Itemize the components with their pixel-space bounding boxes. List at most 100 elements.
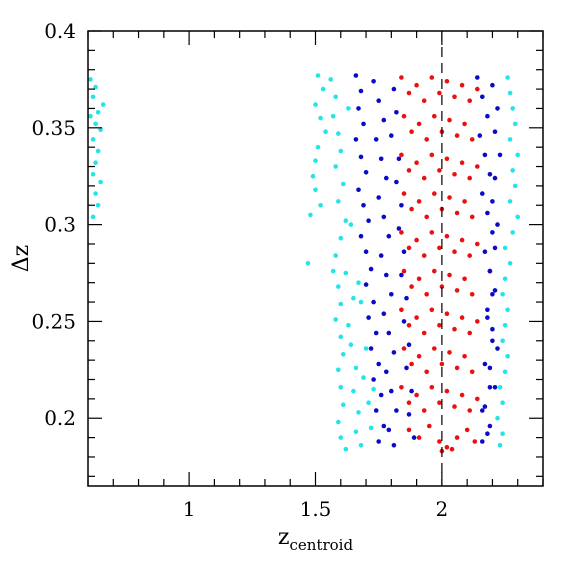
data-point-series-2: [452, 326, 457, 332]
data-point-series-0: [95, 148, 101, 154]
data-point-series-0: [318, 115, 323, 121]
y-tick-label: 0.25: [31, 309, 76, 333]
data-point-series-0: [90, 137, 96, 142]
data-point-series-1: [386, 233, 392, 239]
data-point-series-1: [373, 408, 379, 413]
data-point-series-1: [492, 385, 498, 390]
data-point-series-2: [459, 82, 465, 88]
data-point-series-2: [444, 445, 450, 450]
data-point-series-1: [477, 133, 483, 138]
data-point-series-0: [313, 158, 318, 163]
data-point-series-2: [437, 400, 442, 406]
data-point-series-2: [444, 233, 450, 239]
y-axis-label: Δz: [9, 245, 34, 272]
data-point-series-0: [515, 152, 520, 158]
data-point-series-2: [424, 292, 430, 297]
data-point-series-0: [330, 113, 336, 119]
data-point-series-2: [447, 117, 452, 123]
data-point-series-1: [356, 187, 361, 193]
data-point-series-1: [490, 199, 495, 204]
data-point-series-0: [341, 181, 346, 187]
data-point-series-1: [404, 295, 409, 301]
data-point-series-0: [336, 131, 341, 136]
data-point-series-1: [361, 121, 366, 127]
data-point-series-2: [409, 206, 414, 212]
data-point-series-0: [93, 84, 98, 90]
data-point-series-0: [90, 94, 96, 100]
data-point-series-0: [338, 235, 344, 241]
data-point-series-1: [371, 299, 376, 305]
data-point-series-0: [507, 261, 513, 266]
data-point-series-2: [406, 427, 412, 433]
data-point-series-1: [363, 249, 369, 254]
data-point-series-2: [399, 75, 404, 80]
data-point-series-0: [502, 323, 508, 328]
data-point-series-1: [487, 423, 493, 429]
data-point-series-2: [467, 175, 473, 181]
data-point-series-1: [485, 315, 490, 320]
data-point-series-0: [351, 388, 356, 394]
data-point-series-1: [482, 152, 488, 158]
data-point-series-2: [459, 160, 465, 165]
data-point-series-2: [416, 354, 422, 359]
data-point-series-1: [363, 282, 369, 287]
data-point-series-1: [353, 137, 359, 142]
data-point-series-1: [487, 385, 493, 390]
data-point-series-2: [414, 237, 419, 243]
data-point-series-1: [368, 266, 374, 272]
data-point-series-2: [399, 307, 404, 313]
data-point-series-2: [475, 241, 480, 247]
data-point-series-2: [459, 315, 465, 320]
data-point-series-0: [336, 419, 341, 425]
data-point-series-2: [406, 323, 412, 328]
data-point-series-2: [459, 392, 465, 398]
data-point-series-1: [373, 330, 379, 336]
data-point-series-1: [495, 346, 500, 351]
data-point-series-2: [454, 435, 460, 440]
data-point-series-0: [333, 317, 339, 322]
data-point-series-2: [421, 330, 427, 336]
data-point-series-2: [447, 272, 452, 278]
data-point-series-2: [452, 249, 457, 254]
data-point-series-2: [454, 365, 460, 371]
data-point-series-2: [439, 361, 445, 367]
data-point-series-0: [505, 307, 510, 313]
data-point-series-0: [510, 106, 515, 111]
data-point-series-2: [444, 156, 450, 162]
data-point-series-1: [389, 133, 394, 138]
data-point-series-1: [363, 170, 369, 175]
data-point-series-2: [467, 98, 473, 103]
data-point-series-1: [366, 315, 371, 320]
data-point-series-2: [401, 113, 407, 119]
data-point-series-0: [497, 443, 503, 448]
data-point-series-1: [475, 75, 480, 80]
data-point-series-2: [414, 160, 419, 165]
data-point-series-0: [507, 199, 513, 204]
data-point-series-1: [384, 369, 389, 375]
data-point-series-1: [394, 179, 399, 185]
data-point-series-2: [421, 408, 427, 413]
data-point-series-0: [361, 375, 366, 380]
data-point-series-2: [452, 404, 457, 409]
y-tick-label: 0.3: [44, 213, 76, 237]
data-point-series-0: [338, 435, 344, 440]
data-point-series-2: [462, 276, 467, 282]
data-point-series-2: [462, 121, 467, 127]
data-point-series-2: [469, 292, 475, 297]
data-point-series-1: [384, 175, 389, 181]
data-point-series-0: [510, 230, 515, 235]
data-point-series-1: [366, 218, 371, 223]
data-point-series-1: [492, 175, 498, 181]
data-point-series-0: [98, 127, 103, 132]
data-point-series-1: [487, 365, 493, 371]
data-point-series-0: [358, 299, 364, 305]
data-point-series-1: [389, 292, 394, 297]
plot-frame: [87, 30, 544, 487]
data-point-series-1: [490, 326, 495, 332]
data-point-series-0: [500, 431, 505, 437]
data-point-series-0: [507, 137, 513, 142]
data-point-series-2: [432, 191, 437, 196]
data-point-series-2: [475, 86, 480, 92]
data-point-series-2: [401, 346, 407, 351]
data-point-series-1: [490, 230, 495, 235]
